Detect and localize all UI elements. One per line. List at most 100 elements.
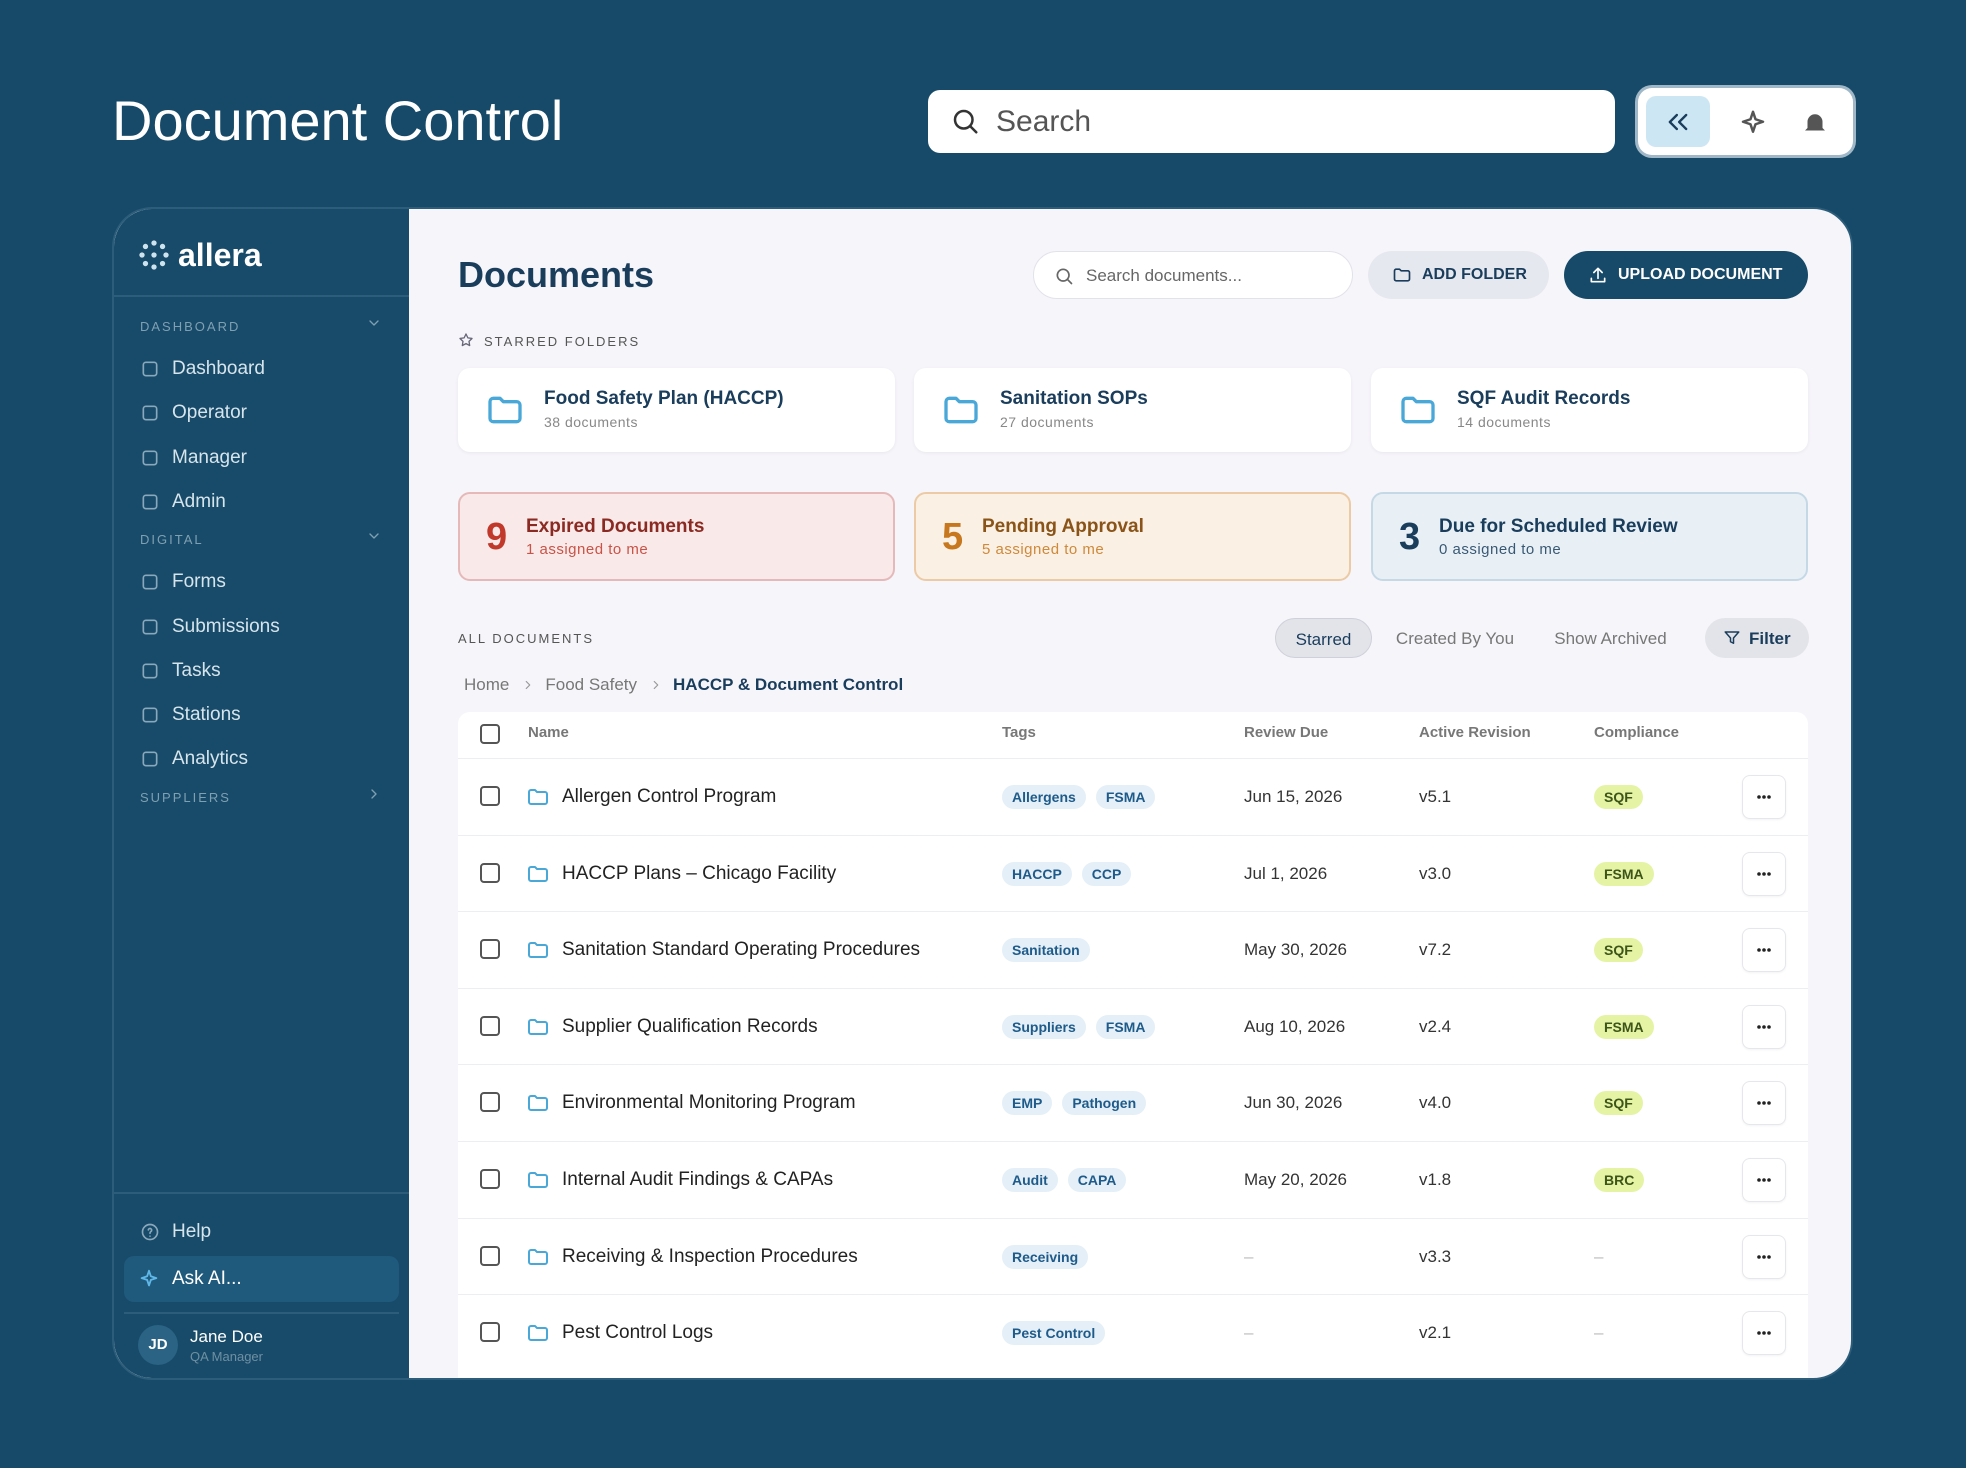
table-row[interactable]: Environmental Monitoring Program EMP Patho… — [458, 1064, 1808, 1140]
button-label: UPLOAD DOCUMENT — [1618, 266, 1783, 283]
document-name: Internal Audit Findings & CAPAs — [562, 1169, 834, 1190]
checkbox[interactable] — [480, 786, 500, 806]
nav-item[interactable]: Manager — [128, 438, 393, 478]
more-button[interactable] — [1742, 928, 1786, 973]
notification-button[interactable] — [1788, 96, 1844, 147]
review-due: May 20, 2026 — [1244, 1170, 1348, 1189]
folder-card[interactable]: SQF Audit Records 14 documents — [1371, 368, 1808, 452]
icon — [142, 361, 158, 377]
nav-item[interactable]: Submissions — [128, 607, 393, 647]
tab[interactable]: Created By You — [1385, 618, 1525, 658]
breadcrumb-item[interactable]: Home — [464, 675, 510, 694]
search-placeholder: Search documents... — [1086, 266, 1242, 285]
column-header: Compliance — [1594, 724, 1680, 741]
table-row[interactable]: Allergen Control Program Allergens FSMA Jun… — [458, 758, 1808, 834]
section-label: DASHBOARD — [140, 319, 241, 334]
ask-ai[interactable]: Ask AI... — [124, 1256, 399, 1302]
revision: v5.1 — [1419, 787, 1452, 806]
brand-icon — [138, 239, 170, 276]
filter-button[interactable]: Filter — [1705, 618, 1809, 658]
folder-card[interactable]: Sanitation SOPs 27 documents — [914, 368, 1351, 452]
stat-number: 3 — [1399, 516, 1421, 558]
more-button[interactable] — [1742, 851, 1786, 896]
review-due: May 30, 2026 — [1244, 940, 1348, 960]
review-due: Aug 10, 2026 — [1244, 1016, 1346, 1036]
checkbox[interactable] — [480, 1015, 500, 1036]
nav-item[interactable]: Forms — [128, 562, 393, 602]
checkbox[interactable] — [480, 1092, 500, 1113]
table-row[interactable]: Pest Control Logs Pest Control – v2.1 – — [458, 1294, 1808, 1370]
more-button[interactable] — [1742, 775, 1786, 819]
nav-icon — [140, 617, 160, 642]
table-row[interactable]: Internal Audit Findings & CAPAs Audit CAPA… — [458, 1141, 1808, 1217]
stat-number: 9 — [486, 516, 508, 558]
icon — [139, 240, 169, 270]
search-placeholder: Search — [996, 105, 1092, 138]
icon — [142, 405, 158, 421]
upload-button[interactable]: UPLOAD DOCUMENT — [1564, 251, 1808, 299]
breadcrumb-item: HACCP & Document Control — [673, 675, 904, 694]
tag: EMP — [1002, 1091, 1053, 1116]
section-toggle[interactable] — [366, 528, 382, 549]
collapse-button[interactable] — [1646, 96, 1710, 147]
tag: BRC — [1594, 1168, 1645, 1192]
tab[interactable]: Starred — [1275, 618, 1372, 658]
section-toggle[interactable] — [366, 786, 382, 807]
checkbox[interactable] — [480, 724, 500, 744]
nav-icon — [140, 661, 160, 686]
tag: Allergens — [1002, 785, 1086, 809]
revision: v3.3 — [1419, 1246, 1452, 1266]
user-role: QA Manager — [190, 1349, 263, 1364]
icon — [1590, 267, 1606, 283]
nav-label: Analytics — [172, 748, 249, 770]
checkbox[interactable] — [480, 1322, 500, 1343]
icon — [142, 663, 158, 679]
table-row[interactable]: Receiving & Inspection Procedures Receivi… — [458, 1217, 1808, 1294]
more-button[interactable] — [1742, 1234, 1786, 1279]
help-item[interactable]: Help — [128, 1212, 393, 1252]
table-row[interactable]: Sanitation Standard Operating Procedures… — [458, 911, 1808, 987]
folder-icon — [526, 1091, 550, 1120]
stat-card[interactable]: 5 Pending Approval 5 assigned to me — [914, 492, 1351, 581]
stat-card[interactable]: 3 Due for Scheduled Review 0 assigned to m… — [1371, 492, 1808, 581]
icon-group — [1638, 88, 1853, 155]
star-icon — [458, 332, 474, 353]
nav-item[interactable]: Admin — [128, 482, 393, 522]
icon — [1393, 268, 1411, 282]
nav-icon — [140, 749, 160, 774]
document-name: Environmental Monitoring Program — [562, 1092, 856, 1114]
table-row[interactable]: Supplier Qualification Records Suppliers F… — [458, 987, 1808, 1064]
folder-name: Food Safety Plan (HACCP) — [544, 388, 784, 409]
icon — [142, 494, 158, 510]
table-row[interactable]: HACCP Plans – Chicago Facility HACCP CCP Ju… — [458, 834, 1808, 911]
breadcrumb-item[interactable]: Food Safety — [545, 675, 638, 694]
nav-item[interactable]: Tasks — [128, 651, 393, 691]
nav-icon — [140, 705, 160, 730]
more-button[interactable] — [1742, 1158, 1786, 1202]
checkbox[interactable] — [480, 939, 500, 960]
more-button[interactable] — [1742, 1081, 1786, 1126]
nav-label: Tasks — [172, 659, 221, 681]
nav-item[interactable]: Analytics — [128, 739, 393, 779]
nav-item[interactable]: Operator — [128, 393, 393, 433]
checkbox[interactable] — [480, 862, 500, 883]
checkbox[interactable] — [480, 1245, 500, 1266]
revision: v2.1 — [1419, 1323, 1452, 1343]
search-bar[interactable]: Search — [928, 90, 1615, 153]
stat-card[interactable]: 9 Expired Documents 1 assigned to me — [458, 492, 895, 581]
more-button[interactable] — [1742, 1004, 1786, 1049]
more-button[interactable] — [1742, 1311, 1786, 1356]
ai-button[interactable] — [1726, 96, 1782, 147]
tag: CCP — [1081, 861, 1132, 886]
add-folder-button[interactable]: ADD FOLDER — [1368, 251, 1549, 299]
sidebar: allera DASHBOARD Dashboard Operator Manager A… — [114, 209, 409, 1378]
nav-item[interactable]: Stations — [128, 695, 393, 735]
tab[interactable]: Show Archived — [1539, 618, 1682, 658]
section-label: STARRED FOLDERS — [484, 334, 641, 349]
document-search[interactable]: Search documents... — [1033, 251, 1353, 299]
checkbox[interactable] — [480, 1169, 500, 1189]
folder-card[interactable]: Food Safety Plan (HACCP) 38 documents — [458, 368, 895, 452]
divider — [114, 295, 409, 297]
nav-item[interactable]: Dashboard — [128, 349, 393, 389]
section-toggle[interactable] — [366, 315, 382, 336]
